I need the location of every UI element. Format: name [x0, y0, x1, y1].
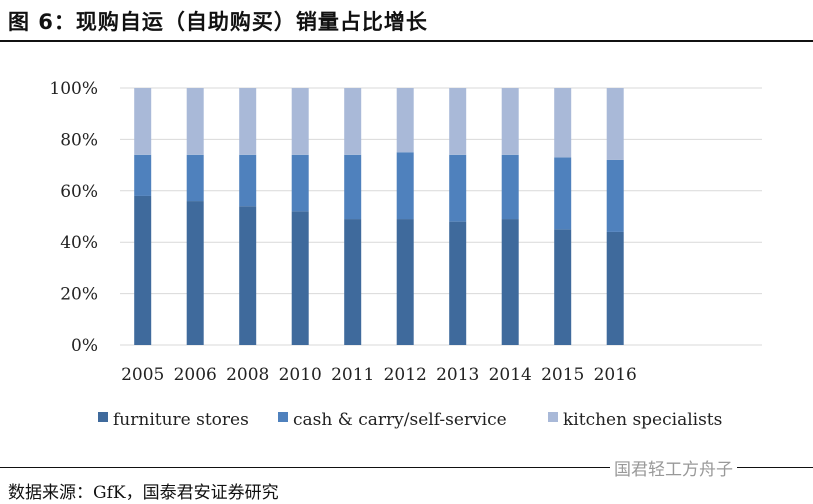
bar-segment — [501, 154, 519, 220]
legend-swatch — [98, 412, 108, 422]
bar-segment — [344, 154, 362, 220]
bar-segment — [344, 88, 362, 155]
bar-segment — [396, 152, 414, 220]
y-tick-label: 20% — [60, 285, 98, 305]
bar-segment — [291, 88, 309, 155]
bar-segment — [606, 159, 624, 232]
bar-segment — [239, 206, 257, 345]
bar-segment — [501, 88, 519, 155]
y-tick-label: 80% — [60, 130, 98, 150]
x-tick-label: 2010 — [279, 365, 322, 385]
x-tick-label: 2014 — [489, 365, 532, 385]
bar-segment — [134, 154, 152, 196]
title-divider — [0, 40, 813, 42]
x-tick-label: 2006 — [174, 365, 217, 385]
bar-segment — [396, 88, 414, 153]
bar-segment — [291, 154, 309, 212]
x-tick-label: 2011 — [331, 365, 374, 385]
source-note: 数据来源：GfK，国泰君安证券研究 — [8, 483, 279, 503]
x-tick-label: 2005 — [121, 365, 164, 385]
bar-segment — [554, 157, 572, 230]
x-tick-label: 2012 — [384, 365, 427, 385]
legend-label: kitchen specialists — [563, 410, 722, 430]
bar-segment — [134, 195, 152, 345]
bar-segment — [239, 88, 257, 155]
bar-segment — [134, 88, 152, 155]
bar-segment — [396, 219, 414, 345]
y-tick-label: 40% — [60, 233, 98, 253]
watermark: 国君轻工方舟子 — [610, 455, 737, 480]
y-tick-label: 100% — [49, 79, 98, 99]
legend-swatch — [548, 412, 558, 422]
bar-segment — [501, 219, 519, 345]
bar-segment — [606, 88, 624, 160]
bar-segment — [239, 154, 257, 207]
legend-swatch — [278, 412, 288, 422]
bar-segment — [186, 154, 204, 202]
legend-label: cash & carry/self-service — [293, 410, 507, 430]
bar-segment — [554, 229, 572, 345]
stacked-bar-chart: 0% 20% 40% 60% 80% 100% 2005 2006 2008 2010 2011 20… — [49, 79, 762, 430]
bar-segment — [606, 231, 624, 345]
bar-segment — [554, 88, 572, 158]
y-tick-label: 60% — [60, 182, 98, 202]
bar-segment — [344, 219, 362, 345]
bar-segment — [449, 154, 467, 222]
source-divider — [0, 467, 813, 468]
bar-segment — [186, 88, 204, 155]
bar-segment — [449, 88, 467, 155]
legend-label: furniture stores — [113, 410, 249, 430]
y-tick-label: 0% — [71, 336, 98, 356]
bar-segment — [449, 221, 467, 345]
x-tick-label: 2013 — [436, 365, 479, 385]
bar-segment — [291, 211, 309, 345]
x-tick-label: 2015 — [541, 365, 584, 385]
x-tick-label: 2008 — [226, 365, 269, 385]
bar-segment — [186, 201, 204, 345]
x-tick-label: 2016 — [594, 365, 637, 385]
figure-title: 图 6：现购自运（自助购买）销量占比增长 — [8, 10, 428, 34]
